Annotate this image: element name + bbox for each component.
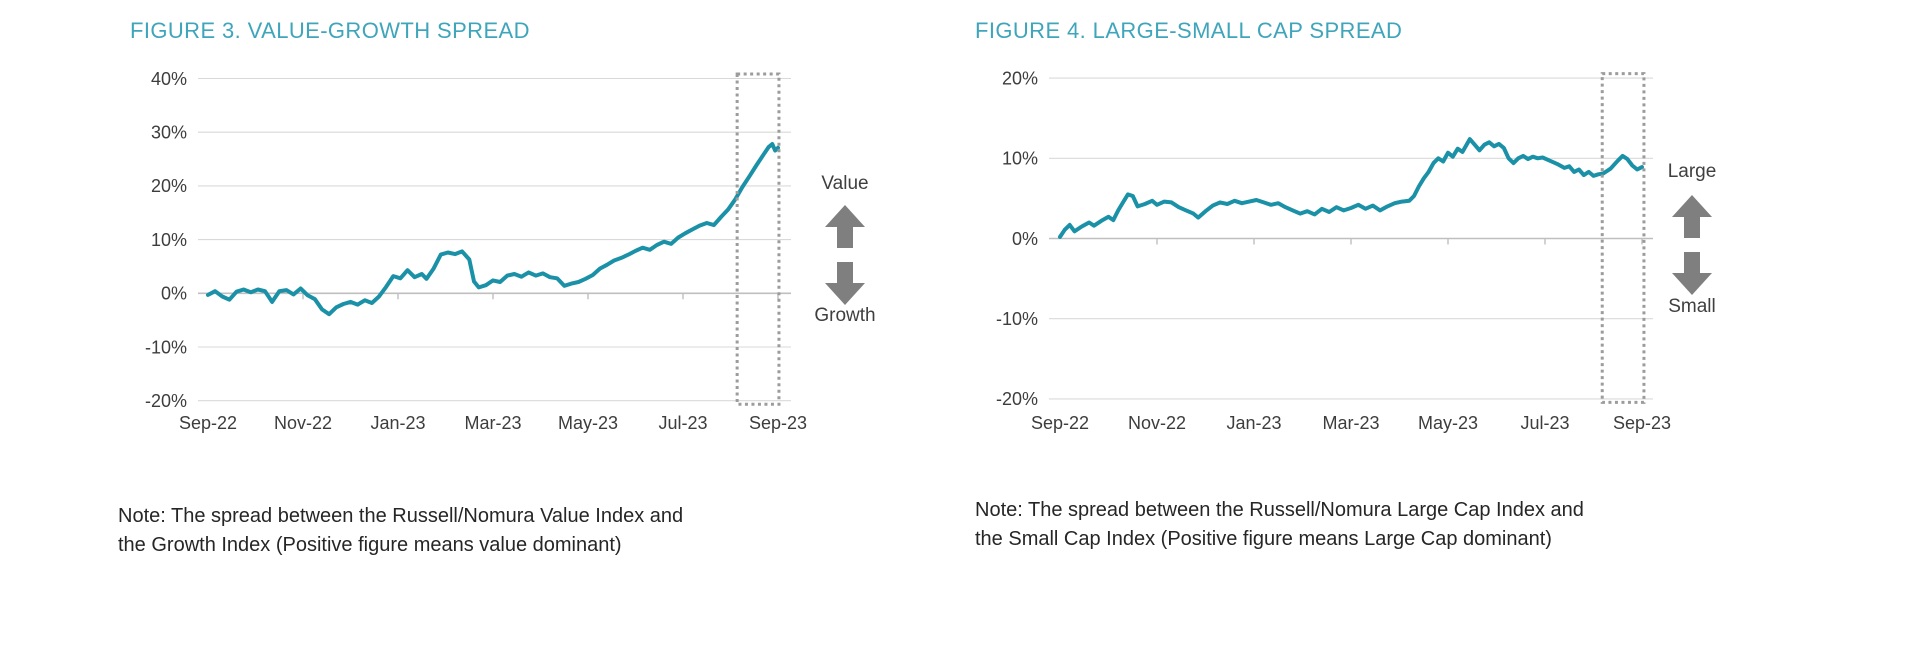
y-axis-tick-label: -20%	[996, 389, 1038, 409]
y-axis-tick-label: 30%	[151, 123, 187, 143]
figure4-annotation-small-label: Small	[1668, 296, 1716, 317]
y-axis-tick-label: -20%	[145, 391, 187, 411]
y-axis-tick-label: -10%	[145, 337, 187, 357]
figure3-note-line1: Note: The spread between the Russell/Nom…	[118, 505, 684, 527]
x-axis-tick-label: Sep-23	[749, 413, 807, 433]
y-axis-tick-label: 0%	[1012, 229, 1038, 249]
figure3-note-line2: the Growth Index (Positive figure means …	[118, 534, 622, 556]
x-axis-tick-label: Sep-23	[1613, 413, 1671, 433]
figure4-note: Note: The spread between the Russell/Nom…	[975, 496, 1584, 554]
down-arrow-icon	[1672, 252, 1712, 295]
x-axis-tick-label: Jul-23	[1520, 413, 1569, 433]
y-axis-tick-label: 20%	[1002, 68, 1038, 88]
y-axis-tick-label: 10%	[151, 230, 187, 250]
y-axis-tick-label: -10%	[996, 309, 1038, 329]
x-axis-tick-label: Jan-23	[1226, 413, 1281, 433]
x-axis-tick-label: May-23	[1418, 413, 1478, 433]
figure4-note-line2: the Small Cap Index (Positive figure mea…	[975, 528, 1552, 550]
x-axis-tick-label: Jul-23	[658, 413, 707, 433]
x-axis-tick-label: Mar-23	[464, 413, 521, 433]
up-arrow-icon	[1672, 195, 1712, 238]
y-axis-tick-label: 0%	[161, 284, 187, 304]
figure4-title: FIGURE 4. LARGE-SMALL CAP SPREAD	[975, 18, 1403, 43]
x-axis-tick-label: Nov-22	[274, 413, 332, 433]
spread-series-line	[1058, 137, 1644, 239]
x-axis-tick-label: Sep-22	[179, 413, 237, 433]
x-axis-tick-label: Mar-23	[1322, 413, 1379, 433]
y-axis-tick-label: 40%	[151, 69, 187, 89]
figure4-annotation-large-label: Large	[1667, 161, 1717, 182]
y-axis-tick-label: 10%	[1002, 149, 1038, 169]
up-arrow-icon	[825, 205, 865, 248]
down-arrow-icon	[825, 262, 865, 305]
x-axis-tick-label: Sep-22	[1031, 413, 1089, 433]
figure3-annotation-growth-label: Growth	[814, 305, 876, 326]
figure3-note: Note: The spread between the Russell/Nom…	[118, 502, 683, 560]
x-axis-tick-label: Jan-23	[370, 413, 425, 433]
spread-series-line	[206, 142, 780, 317]
figure4-note-line1: Note: The spread between the Russell/Nom…	[975, 499, 1584, 521]
y-axis-tick-label: 20%	[151, 176, 187, 196]
figure3-annotation-value-label: Value	[821, 173, 869, 194]
figure3-title: FIGURE 3. VALUE-GROWTH SPREAD	[130, 18, 530, 43]
x-axis-tick-label: Nov-22	[1128, 413, 1186, 433]
x-axis-tick-label: May-23	[558, 413, 618, 433]
recent-period-highlight-box	[1600, 72, 1646, 404]
recent-period-highlight-box	[735, 72, 781, 406]
